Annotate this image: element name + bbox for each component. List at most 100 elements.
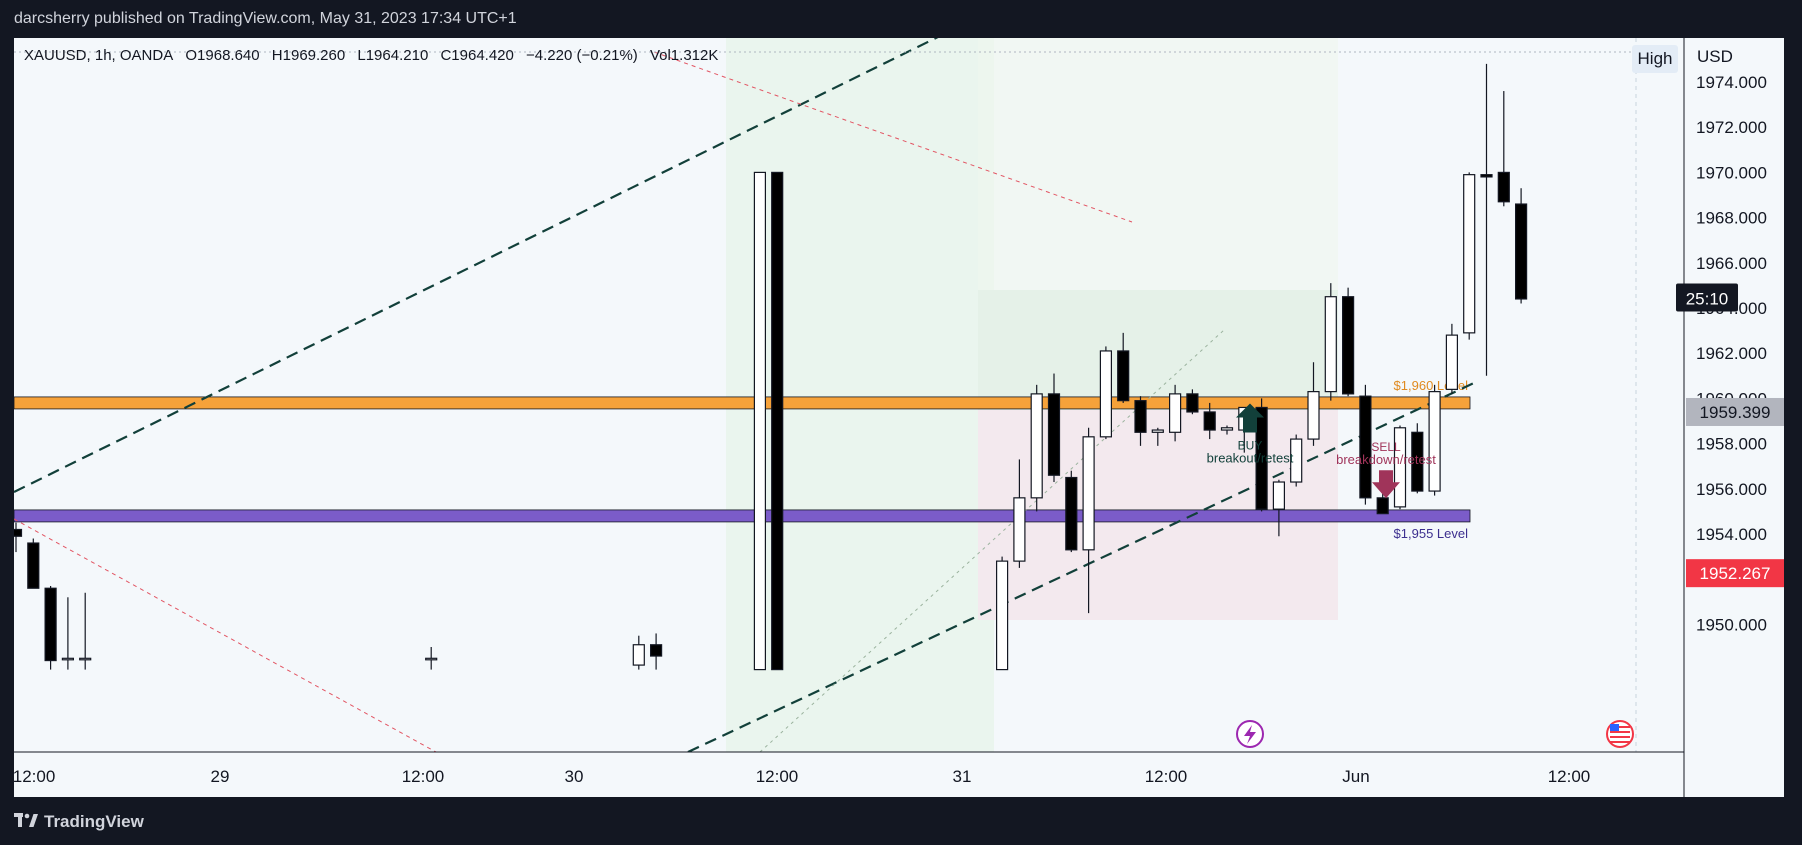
y-tick-label: 1956.000 [1696,480,1767,499]
candle-body [995,560,1009,671]
lightning-icon [1236,720,1264,748]
candle [1186,389,1199,415]
legend-close: C1964.420 [440,47,514,64]
price-level-band [14,509,1471,523]
candle-body [1290,438,1303,483]
symbol-legend: XAUUSD, 1h, OANDA O1968.640 H1969.260 L1… [24,47,726,64]
candle-body [27,542,40,589]
y-tick-label: 1950.000 [1696,615,1767,634]
candle [1359,384,1372,505]
candle [1117,332,1130,403]
candle [632,635,645,670]
candle [1151,427,1164,446]
y-tick-label: 1974.000 [1696,73,1767,92]
candle-body [1324,296,1337,393]
high-button[interactable]: High [1632,45,1678,73]
candle-body [1480,174,1493,178]
candle [61,597,75,670]
candle [1082,427,1095,614]
price-level-label: $1,955 Level [1394,526,1469,541]
candle [79,592,92,670]
lower-trendline [687,381,1477,752]
candle [1497,91,1510,207]
candle-body [771,171,784,671]
candle-body [1013,497,1026,562]
x-tick-label: 12:00 [756,767,799,786]
y-tick-label: 1954.000 [1696,525,1767,544]
footer-bar [0,797,1802,845]
sell-sublabel: breakdown/retest [1336,452,1436,467]
y-tick-label: 1962.000 [1696,344,1767,363]
candle [1324,283,1337,401]
publisher-bar: darcsherry published on TradingView.com,… [0,0,1802,38]
x-tick-label: 12:00 [1548,767,1591,786]
tradingview-logo[interactable]: TradingView [14,812,144,832]
buy-arrow-icon [1236,403,1264,433]
candle-body [753,171,767,671]
candle-body [1307,391,1320,440]
y-tick-label: 1968.000 [1696,209,1767,228]
us-flag-icon [1606,720,1634,748]
profit-zone [978,290,1338,410]
legend-high: H1969.260 [271,47,346,64]
candle-body [632,644,645,666]
candle [1445,323,1459,394]
x-tick-label: 30 [565,767,584,786]
candle [1341,287,1355,397]
x-tick-label: 31 [953,767,972,786]
candle [1013,459,1026,568]
candle-body [1203,411,1216,431]
legend-open: O1968.640 [185,47,260,64]
currency-label[interactable]: USD [1697,47,1733,66]
candle-body [1393,427,1407,508]
candle [1134,396,1147,446]
x-tick-label: 12:00 [402,767,445,786]
candle [1220,425,1234,435]
current-price-text: 1952.267 [1700,564,1771,583]
candle-body [1272,481,1286,510]
plot-layer: $1,960 Level$1,955 LevelBUYbreakout/rete… [14,38,1654,752]
publisher-text: darcsherry published on TradingView.com,… [14,10,517,27]
sell-label: SELL [1371,440,1401,454]
candle-body [1445,334,1459,390]
candle [995,556,1009,671]
legend-symbol[interactable]: XAUUSD, 1h, OANDA [24,47,174,64]
current-price-label: 1952.267 [1686,559,1784,588]
candle-body [1376,497,1389,515]
candle [753,171,767,671]
candle-body [61,657,75,661]
high-price-label: 1959.399 [1686,397,1784,426]
candle-body [1359,395,1372,499]
candle-body [1168,393,1182,433]
price-chart[interactable]: $1,960 Level$1,955 LevelBUYbreakout/rete… [14,38,1784,797]
y-tick-label: 1972.000 [1696,118,1767,137]
candle [44,585,57,670]
candle-body [1463,174,1476,334]
candle-body [1082,436,1095,551]
y-tick-label: 1966.000 [1696,254,1767,273]
candle [649,633,663,670]
chart-area[interactable]: $1,960 Level $1,955 Level BUY breakout/rete… [14,38,1784,797]
candle-body [1030,393,1043,499]
candle-body [649,644,663,657]
candle-body [1428,391,1441,492]
candle [14,522,23,553]
target-zone [978,38,1338,290]
countdown-label: 25:10 [1676,283,1738,312]
y-tick-label: 1970.000 [1696,163,1767,182]
candle-body [14,528,23,537]
tradingview-brand: TradingView [44,812,144,831]
x-tick-label: 12:00 [14,767,55,786]
candle [1480,63,1493,376]
candle-body [425,657,438,661]
x-tick-label: 29 [211,767,230,786]
candle [1514,188,1528,304]
candle-body [1255,406,1268,510]
candle [1203,402,1216,440]
candle [1463,172,1476,340]
candle [1099,346,1113,440]
countdown-text: 25:10 [1686,290,1729,309]
candle-body [1514,203,1528,300]
candle [1168,384,1182,442]
candle-body [1497,171,1510,203]
